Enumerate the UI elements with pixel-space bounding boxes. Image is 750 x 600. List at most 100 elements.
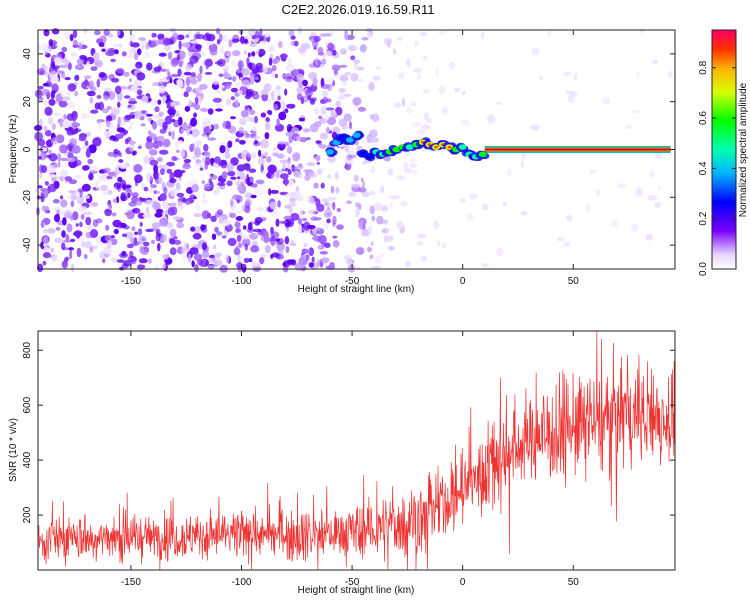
noise-blob: [216, 39, 221, 45]
noise-blob: [324, 242, 331, 248]
noise-blob: [94, 59, 103, 68]
noise-blob: [203, 150, 211, 159]
noise-blob: [348, 44, 357, 52]
noise-blob: [84, 253, 88, 260]
noise-blob: [387, 168, 394, 176]
y-tick-label: 40: [22, 48, 33, 60]
noise-blob: [224, 152, 231, 159]
noise-blob: [144, 113, 153, 117]
noise-blob: [129, 33, 135, 42]
noise-blob: [173, 169, 183, 178]
noise-blob: [275, 218, 280, 227]
noise-blob: [361, 37, 369, 41]
noise-blob: [62, 217, 67, 226]
noise-blob: [495, 247, 504, 257]
noise-blob: [111, 212, 117, 217]
noise-blob: [248, 62, 253, 71]
noise-blob: [313, 121, 322, 128]
snr-panel: -150 -100 -50 0 50 200 400 600 800 Height of st…: [8, 330, 676, 596]
noise-blob: [72, 44, 80, 48]
noise-blob: [162, 253, 169, 260]
noise-blob: [96, 119, 101, 124]
noise-blob: [221, 219, 231, 227]
noise-blob: [381, 205, 389, 212]
noise-blob: [261, 92, 269, 102]
y-tick-label: -40: [22, 237, 33, 252]
noise-blob: [636, 70, 640, 78]
noise-blob: [144, 51, 151, 59]
noise-blob: [539, 76, 543, 80]
noise-blob: [290, 35, 296, 40]
noise-blob: [88, 172, 94, 181]
noise-blob: [163, 186, 168, 195]
noise-blob: [351, 183, 361, 188]
noise-blob: [282, 178, 289, 185]
noise-blob: [337, 95, 346, 100]
noise-blob: [332, 235, 338, 239]
noise-blob: [270, 74, 276, 79]
noise-blob: [67, 152, 74, 159]
noise-blob: [96, 78, 101, 88]
signal-blob-core: [447, 145, 452, 149]
noise-blob: [255, 66, 265, 73]
noise-blob: [215, 108, 223, 112]
noise-blob: [292, 152, 301, 162]
noise-blob: [62, 119, 71, 129]
noise-blob: [107, 151, 115, 157]
noise-blob: [237, 184, 244, 192]
noise-blob: [232, 76, 237, 82]
noise-blob: [317, 52, 325, 56]
noise-blob: [368, 225, 372, 235]
noise-blob: [393, 47, 397, 56]
noise-blob: [241, 238, 251, 247]
noise-blob: [208, 125, 213, 130]
noise-blob: [41, 165, 48, 174]
noise-blob: [409, 101, 418, 107]
noise-blob: [320, 58, 327, 65]
noise-blob: [58, 100, 68, 108]
noise-blob: [131, 208, 137, 212]
noise-blob: [72, 231, 82, 237]
noise-blob: [403, 168, 413, 174]
noise-blob: [350, 55, 356, 61]
noise-blob: [74, 175, 82, 180]
noise-blob: [368, 81, 375, 91]
noise-blob: [133, 199, 143, 206]
signal-blob: [405, 144, 414, 150]
noise-blob: [287, 169, 292, 175]
noise-blob: [282, 72, 287, 80]
noise-blob: [117, 116, 121, 125]
noise-blob: [79, 221, 83, 228]
noise-blob: [265, 156, 272, 163]
noise-blob: [90, 66, 98, 71]
noise-blob: [257, 264, 261, 269]
noise-blob: [128, 125, 133, 131]
noise-blob: [335, 100, 341, 107]
noise-blob: [256, 207, 265, 212]
noise-blob: [78, 136, 87, 142]
noise-blob: [107, 204, 112, 211]
noise-blob: [89, 97, 94, 104]
noise-blob: [113, 228, 119, 235]
noise-blob: [565, 90, 574, 95]
noise-blob: [227, 237, 237, 247]
noise-blob: [563, 71, 572, 76]
noise-blob: [155, 264, 159, 271]
noise-blob: [66, 223, 73, 233]
noise-blob: [243, 257, 250, 263]
noise-blob: [313, 182, 319, 189]
noise-blob: [183, 71, 192, 76]
noise-blob: [292, 70, 300, 76]
noise-blob: [47, 116, 54, 125]
noise-blob: [371, 215, 376, 222]
noise-blob: [74, 74, 80, 81]
noise-blob: [206, 41, 215, 46]
noise-blob: [183, 158, 192, 164]
noise-blob: [315, 154, 321, 162]
noise-blob: [89, 165, 99, 172]
noise-blob: [168, 131, 172, 137]
figure-title: C2E2.2026.019.16.59.R11: [282, 2, 435, 17]
noise-blob: [202, 242, 207, 251]
noise-blob: [316, 161, 320, 165]
